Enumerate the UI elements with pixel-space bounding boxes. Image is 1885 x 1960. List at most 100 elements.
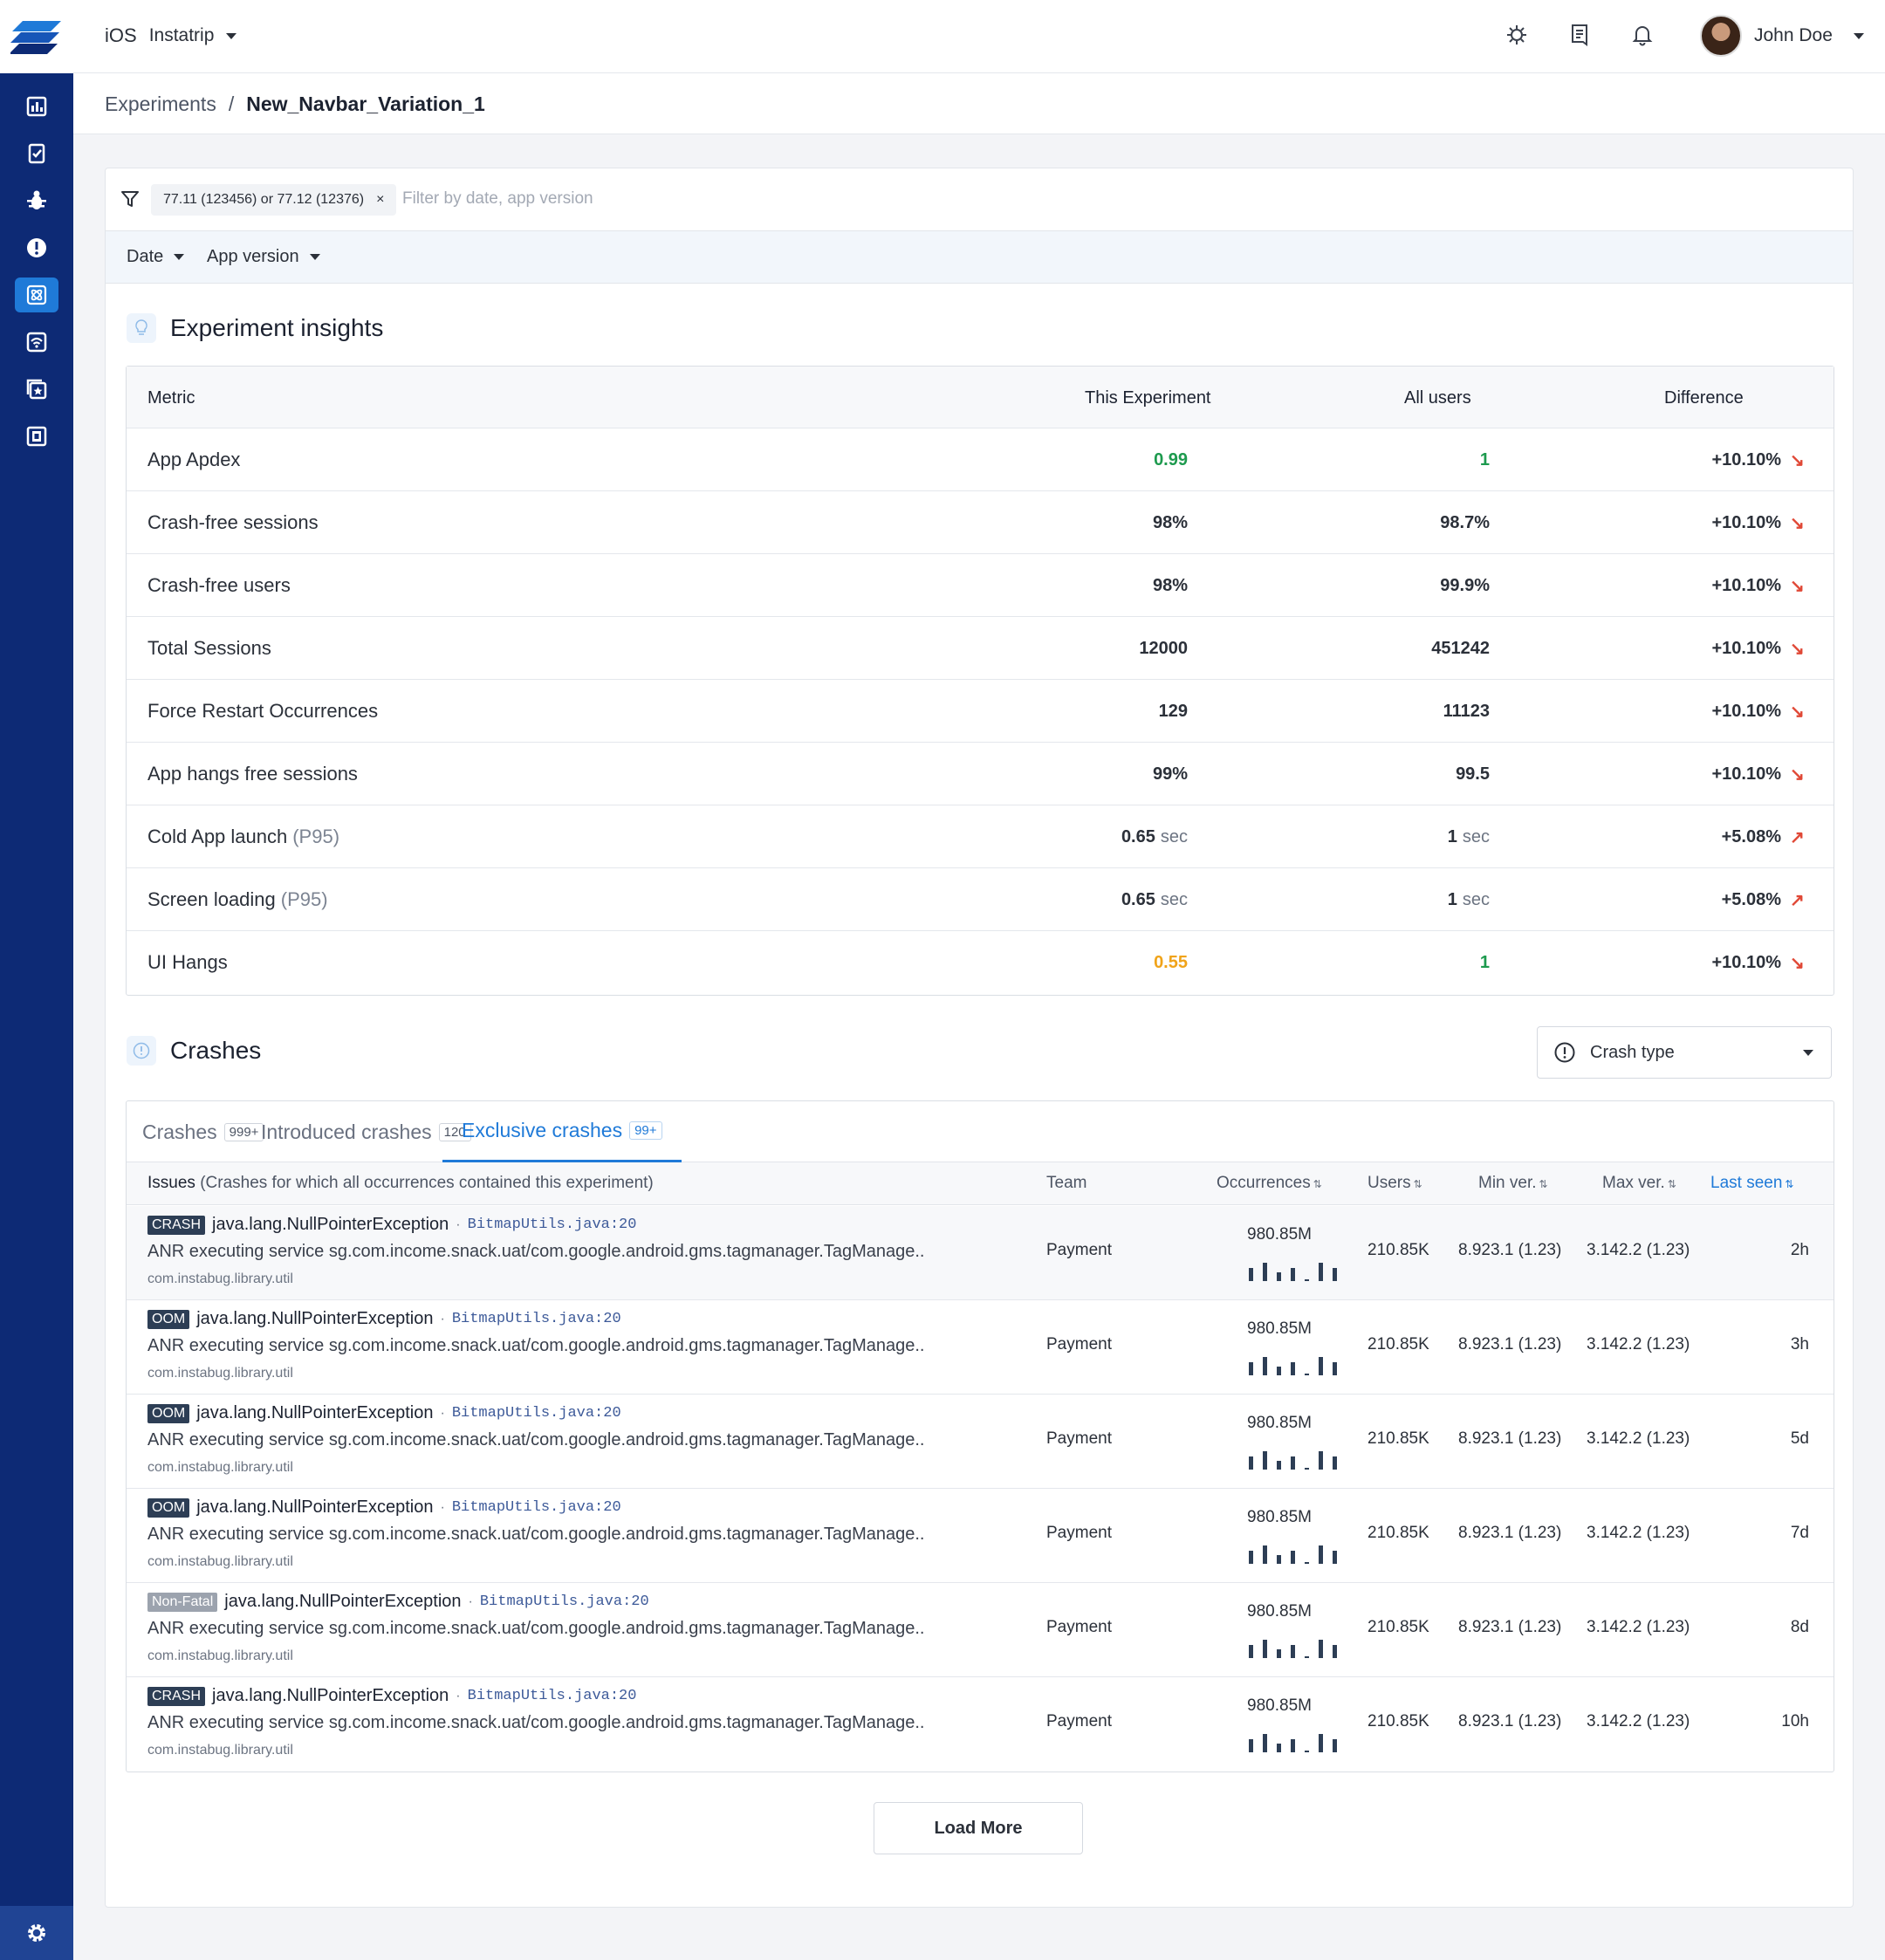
users-value: 210.85K bbox=[1367, 1524, 1429, 1542]
settings-button[interactable] bbox=[0, 1906, 73, 1960]
experiment-value-number: 0.65 bbox=[1121, 889, 1155, 909]
sparkline-bar bbox=[1249, 1739, 1253, 1752]
exception-name[interactable]: java.lang.NullPointerException bbox=[196, 1309, 434, 1328]
all-users-value-number: 451242 bbox=[1431, 638, 1490, 658]
difference-value: +5.08% ↗ bbox=[1722, 805, 1805, 868]
exception-name[interactable]: java.lang.NullPointerException bbox=[224, 1592, 462, 1611]
nav-releases[interactable] bbox=[15, 372, 58, 407]
users-value: 210.85K bbox=[1367, 1335, 1429, 1353]
metric-row: Total Sessions 12000 451242 +10.10% ↘ bbox=[127, 617, 1834, 680]
sidebar bbox=[0, 0, 73, 1960]
sparkline-bar bbox=[1291, 1551, 1295, 1564]
metric-name-label: App Apdex bbox=[147, 449, 241, 470]
crash-type-badge: OOM bbox=[147, 1309, 190, 1329]
all-users-value-number: 11123 bbox=[1443, 701, 1490, 721]
metric-header: Metric bbox=[147, 387, 195, 408]
table-row[interactable]: CRASH java.lang.NullPointerException · Bitm… bbox=[127, 1677, 1834, 1772]
filter-input[interactable]: Filter by date, app version bbox=[402, 189, 593, 208]
trend-up-icon: ↗ bbox=[1790, 827, 1805, 847]
experiment-value-number: 98% bbox=[1152, 512, 1188, 532]
all-users-value-number: 1 bbox=[1447, 889, 1457, 909]
tab-label: Crashes bbox=[142, 1120, 217, 1143]
last-seen-header[interactable]: Last seen ⇅ bbox=[1710, 1174, 1793, 1193]
users-header[interactable]: Users ⇅ bbox=[1367, 1174, 1422, 1193]
breadcrumb-experiments[interactable]: Experiments bbox=[105, 93, 216, 115]
sparkline-bar bbox=[1333, 1739, 1337, 1752]
max-ver-header[interactable]: Max ver. ⇅ bbox=[1602, 1174, 1676, 1193]
sparkline-bar bbox=[1277, 1461, 1281, 1470]
table-row[interactable]: Non-Fatal java.lang.NullPointerException ·… bbox=[127, 1583, 1834, 1677]
table-row[interactable]: OOM java.lang.NullPointerException · Bitmap… bbox=[127, 1395, 1834, 1489]
sparkline-bar bbox=[1277, 1649, 1281, 1658]
user-menu[interactable]: John Doe bbox=[1700, 15, 1864, 57]
insights-title: Experiment insights bbox=[127, 313, 383, 343]
exception-name[interactable]: java.lang.NullPointerException bbox=[212, 1686, 449, 1705]
occurrences-sparkline bbox=[1249, 1354, 1345, 1375]
nav-experiments[interactable] bbox=[15, 278, 58, 312]
crash-package: com.instabug.library.util bbox=[147, 1743, 293, 1758]
team-cell: Payment bbox=[1046, 1712, 1112, 1730]
crashes-icon bbox=[27, 238, 46, 257]
max-ver-value: 3.142.2 (1.23) bbox=[1587, 1618, 1690, 1636]
nav-network[interactable] bbox=[15, 325, 58, 360]
docs-icon bbox=[1572, 24, 1587, 46]
min-ver-header[interactable]: Min ver. ⇅ bbox=[1478, 1174, 1548, 1193]
chevron-down-icon bbox=[174, 254, 185, 260]
metric-name-label: Total Sessions bbox=[147, 637, 271, 659]
tab-introduced-crashes[interactable]: Introduced crashes 120 bbox=[261, 1101, 471, 1162]
close-icon[interactable]: × bbox=[376, 192, 385, 207]
breadcrumb-current: New_Navbar_Variation_1 bbox=[246, 93, 485, 115]
exception-name[interactable]: java.lang.NullPointerException bbox=[196, 1497, 434, 1517]
max-ver-value: 3.142.2 (1.23) bbox=[1587, 1241, 1690, 1259]
metric-name-label: App hangs free sessions bbox=[147, 763, 358, 785]
exception-name[interactable]: java.lang.NullPointerException bbox=[212, 1215, 449, 1234]
table-row[interactable]: OOM java.lang.NullPointerException · Bitmap… bbox=[127, 1300, 1834, 1395]
surveys-icon bbox=[26, 426, 47, 447]
crash-type-dropdown[interactable]: Crash type bbox=[1537, 1026, 1832, 1079]
docs-button[interactable] bbox=[1566, 21, 1594, 49]
platform-label: iOS bbox=[105, 24, 137, 46]
occurrences-header-label: Occurrences bbox=[1217, 1174, 1311, 1192]
min-ver-value: 8.923.1 (1.23) bbox=[1458, 1429, 1562, 1448]
metric-name: Force Restart Occurrences bbox=[147, 680, 378, 743]
min-ver-header-label: Min ver. bbox=[1478, 1174, 1537, 1192]
metric-name: App hangs free sessions bbox=[147, 743, 358, 805]
nav-crashes[interactable] bbox=[15, 230, 58, 265]
nav-bugs[interactable] bbox=[15, 183, 58, 218]
tab-exclusive-crashes[interactable]: Exclusive crashes 99+ bbox=[442, 1101, 682, 1162]
sparkline-bar bbox=[1291, 1739, 1295, 1752]
team-cell: Payment bbox=[1046, 1335, 1112, 1353]
table-row[interactable]: OOM java.lang.NullPointerException · Bitmap… bbox=[127, 1489, 1834, 1583]
notifications-button[interactable] bbox=[1628, 21, 1656, 49]
last-seen-value: 5d bbox=[1790, 1429, 1809, 1448]
issues-header-label: Issues bbox=[147, 1174, 195, 1192]
app-switcher[interactable]: iOS Instatrip bbox=[105, 24, 237, 47]
load-more-button[interactable]: Load More bbox=[874, 1802, 1083, 1854]
integrations-button[interactable] bbox=[1503, 21, 1531, 49]
nav-dashboard[interactable] bbox=[15, 89, 58, 124]
crash-type-badge: CRASH bbox=[147, 1686, 206, 1706]
tab-label: Exclusive crashes bbox=[462, 1119, 623, 1141]
instabug-logo[interactable] bbox=[0, 0, 73, 73]
crash-description: ANR executing service sg.com.income.snac… bbox=[147, 1525, 925, 1544]
date-dropdown[interactable]: Date bbox=[127, 247, 185, 267]
experiment-value-unit: sec bbox=[1160, 826, 1188, 846]
last-seen-value: 7d bbox=[1790, 1524, 1809, 1542]
crash-package: com.instabug.library.util bbox=[147, 1554, 293, 1569]
tab-crashes[interactable]: Crashes 999+ bbox=[142, 1101, 264, 1162]
users-header-label: Users bbox=[1367, 1174, 1411, 1192]
all-users-value: 98.7% bbox=[1440, 491, 1490, 554]
filter-chip[interactable]: 77.11 (123456) or 77.12 (12376) × bbox=[151, 184, 397, 216]
exception-name[interactable]: java.lang.NullPointerException bbox=[196, 1403, 434, 1422]
breadcrumb-bar: Experiments / New_Navbar_Variation_1 bbox=[73, 73, 1885, 134]
app-version-dropdown[interactable]: App version bbox=[207, 247, 320, 267]
crash-package: com.instabug.library.util bbox=[147, 1460, 293, 1475]
issues-header-note: (Crashes for which all occurrences conta… bbox=[200, 1174, 654, 1192]
nav-surveys[interactable] bbox=[15, 419, 58, 454]
all-users-value: 1 sec bbox=[1448, 805, 1490, 868]
nav-reports[interactable] bbox=[15, 136, 58, 171]
table-row[interactable]: CRASH java.lang.NullPointerException · Bitm… bbox=[127, 1206, 1834, 1300]
all-users-value: 1 bbox=[1480, 931, 1490, 994]
occurrences-header[interactable]: Occurrences ⇅ bbox=[1217, 1174, 1322, 1193]
sparkline-bar bbox=[1277, 1272, 1281, 1281]
